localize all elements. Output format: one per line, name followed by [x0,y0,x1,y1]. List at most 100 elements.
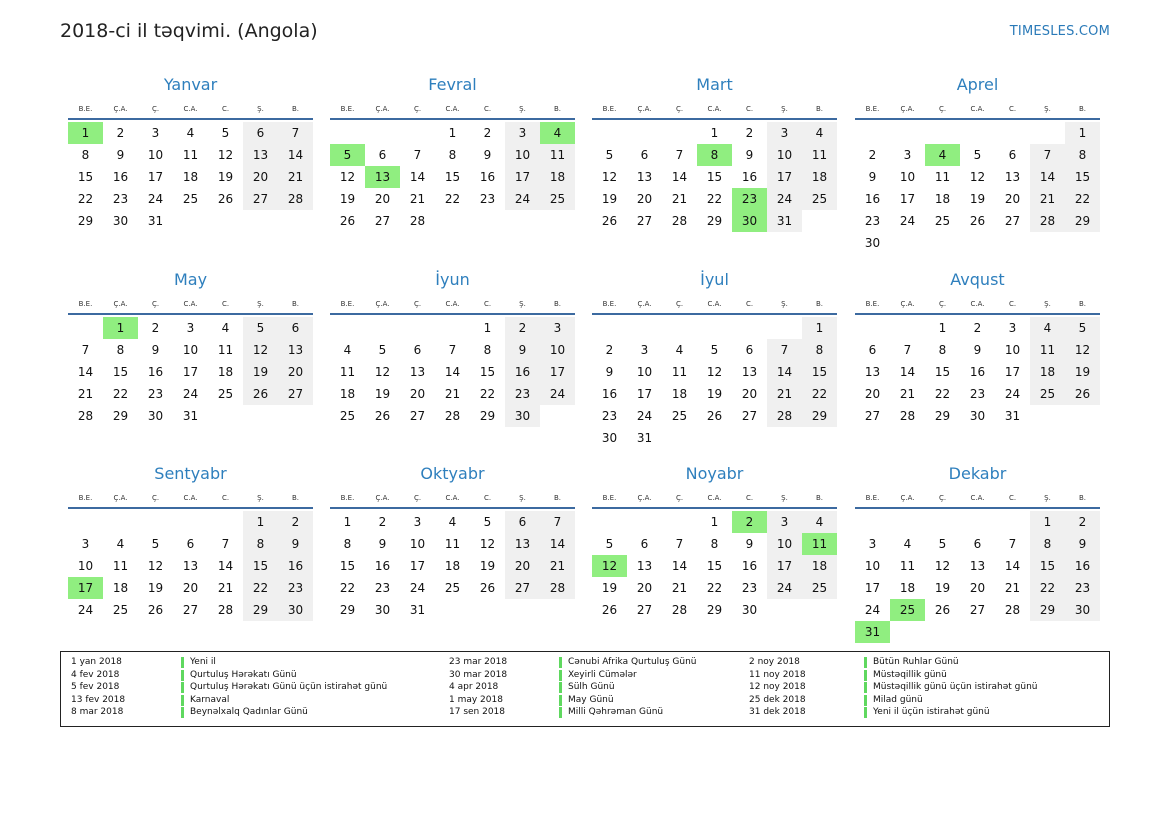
day-cell: 24 [636,409,653,423]
day-cell: 7 [903,343,912,357]
month-block: May B.E. Ç.A. Ç. C.A. C. Ş. B. 1 2 3 4 5 6 7 8 9 10 11 12 13… [68,269,313,427]
day-cell: 1 [243,511,278,533]
day-cell: 19 [934,581,951,595]
day-cell: 16 [147,365,164,379]
month-name: Dekabr [948,464,1007,483]
day-cell: 2 [483,126,492,140]
day-cell: 18 [1030,361,1065,383]
day-cell: 13 [505,533,540,555]
day-cell: 29 [112,409,129,423]
day-cell: 26 [217,192,234,206]
month-name: İyun [435,270,470,289]
day-cell: 19 [969,192,986,206]
legend-holiday-name: Xeyirli Cümələr [559,669,637,681]
weekday-label: C.A. [707,300,722,308]
legend-holiday-name: Milli Qəhrəman Günü [559,707,663,718]
header-rule [855,313,1100,315]
day-cell: 24 [409,581,426,595]
day-cell: 18 [934,192,951,206]
day-cell: 9 [483,148,492,162]
day-cell: 5 [710,343,719,357]
day-cell: 12 [969,170,986,184]
weekday-label: B. [1078,494,1087,502]
day-cell: 10 [636,365,653,379]
month-name: May [173,270,208,289]
header-rule [592,313,837,315]
site-link[interactable]: TIMESLES.COM [1009,24,1110,39]
weekday-header: B.E. Ç.A. Ç. C.A. C. Ş. B. [68,102,313,116]
day-cell: 27 [278,383,313,405]
day-cell: 9 [745,537,754,551]
day-cell: 26 [147,603,164,617]
weekday-label: Ş. [519,494,526,502]
day-cell: 28 [899,409,916,423]
month-block: Noyabr B.E. Ç.A. Ç. C.A. C. Ş. B. 1 2 3 4 5 6 7 8 9 10 11 1… [592,463,837,621]
day-cell: 2 [973,321,982,335]
day-cell: 7 [221,537,230,551]
day-cell: 22 [934,387,951,401]
day-cell: 8 [483,343,492,357]
day-cell: 6 [745,343,754,357]
day-cell: 10 [899,170,916,184]
day-cell: 7 [675,148,684,162]
day-cell: 31 [147,214,164,228]
day-cell: 23 [147,387,164,401]
weekday-header: B.E. Ç.A. Ç. C.A. C. Ş. B. [855,491,1100,505]
day-cell: 16 [112,170,129,184]
weekday-label: B. [553,300,562,308]
day-cell: 26 [601,603,618,617]
day-cell: 5 [483,515,492,529]
day-cell: 16 [741,170,758,184]
day-cell: 25 [540,188,575,210]
weekday-label: B.E. [78,105,93,113]
day-cell: 15 [802,361,837,383]
legend-date: 11 noy 2018 [749,669,806,680]
month-name: Fevral [428,75,477,94]
day-cell: 20 [505,555,540,577]
month-block: Fevral B.E. Ç.A. Ç. C.A. C. Ş. B. 1 2 3 4 5 6 7 8 9 10 11 1… [330,74,575,232]
day-cell: 23 [1065,577,1100,599]
day-cell: 6 [973,537,982,551]
weekday-label: Ç.A. [637,300,652,308]
weekday-label: C. [221,494,230,502]
holiday-day: 11 [802,533,837,555]
day-cell: 3 [640,343,649,357]
day-cell: 28 [671,214,688,228]
day-cell: 14 [899,365,916,379]
day-cell: 1 [1065,122,1100,144]
weekday-label: B.E. [602,105,617,113]
weekday-label: Ç. [413,105,422,113]
legend-date: 25 dek 2018 [749,694,806,705]
weekday-label: Ç. [938,105,947,113]
weekday-label: C. [483,105,492,113]
day-cell: 29 [706,214,723,228]
day-cell: 15 [243,555,278,577]
weekday-label: C. [745,494,754,502]
day-cell: 21 [77,387,94,401]
day-cell: 21 [217,581,234,595]
weekday-label: C.A. [970,105,985,113]
day-cell: 17 [1004,365,1021,379]
weekday-label: C.A. [970,494,985,502]
day-cell: 30 [601,431,618,445]
day-cell: 22 [243,577,278,599]
holiday-day: 23 [732,188,767,210]
day-cell: 10 [1004,343,1021,357]
weekday-label: C. [1008,105,1017,113]
weekday-label: B.E. [340,494,355,502]
day-cell: 9 [151,343,160,357]
day-cell: 5 [221,126,230,140]
legend-date: 12 noy 2018 [749,682,806,692]
day-cell: 8 [81,148,90,162]
day-cell: 5 [378,343,387,357]
day-cell: 6 [505,511,540,533]
day-cell: 18 [899,581,916,595]
day-cell: 12 [479,537,496,551]
day-cell: 23 [864,214,881,228]
legend-holiday-name: Bütün Ruhlar Günü [864,657,959,668]
days-grid: 1 2 3 4 5 6 7 8 9 10 11 12 13 14 15 16 17 18 19 20 21 22 23 24 2… [592,317,837,449]
weekday-header: B.E. Ç.A. Ç. C.A. C. Ş. B. [855,297,1100,311]
days-grid: 1 2 3 4 5 6 7 8 9 10 11 12 13 14 15 16 17 18 19 20 21 22 23 24 2… [68,317,313,427]
day-cell: 14 [444,365,461,379]
legend-holiday-name: Müstəqillik günü [864,669,947,681]
